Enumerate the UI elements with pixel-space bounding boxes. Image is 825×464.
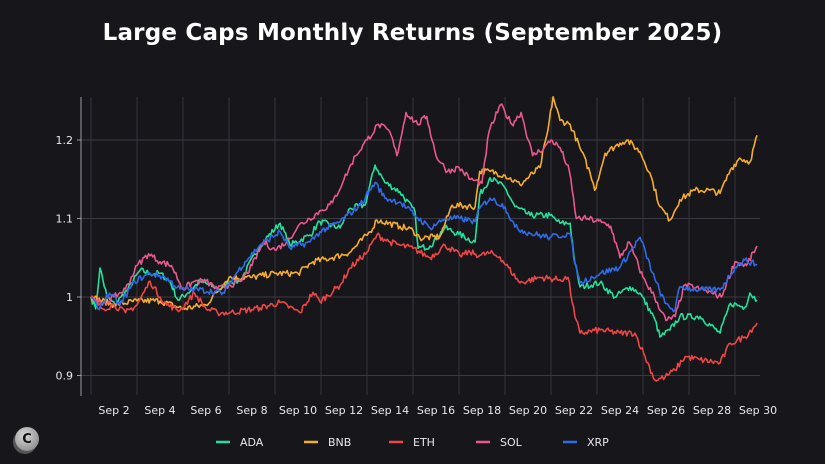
legend-label: ADA <box>240 436 264 449</box>
legend-label: BNB <box>328 436 351 449</box>
series-line-sol <box>90 103 758 322</box>
legend-item-bnb: BNB <box>304 436 351 449</box>
legend-item-eth: ETH <box>389 436 435 449</box>
x-tick-label: Sep 8 <box>236 404 267 417</box>
x-tick-label: Sep 30 <box>739 404 777 417</box>
y-tick-label: 1.1 <box>56 213 74 226</box>
x-tick-label: Sep 2 <box>98 404 129 417</box>
series-line-ada <box>90 164 758 338</box>
legend-label: SOL <box>500 436 523 449</box>
x-tick-label: Sep 22 <box>555 404 593 417</box>
x-tick-label: Sep 26 <box>647 404 685 417</box>
x-tick-label: Sep 14 <box>371 404 409 417</box>
legend-label: XRP <box>587 436 609 449</box>
series-line-xrp <box>90 181 758 313</box>
legend-item-ada: ADA <box>216 436 264 449</box>
x-tick-label: Sep 20 <box>509 404 547 417</box>
x-tick-label: Sep 18 <box>463 404 501 417</box>
series-line-eth <box>90 232 758 382</box>
x-tick-label: Sep 16 <box>417 404 455 417</box>
x-tick-label: Sep 28 <box>693 404 731 417</box>
x-tick-label: Sep 24 <box>601 404 639 417</box>
legend-label: ETH <box>413 436 435 449</box>
x-tick-label: Sep 4 <box>144 404 175 417</box>
x-tick-label: Sep 10 <box>279 404 317 417</box>
y-tick-label: 1 <box>66 291 73 304</box>
brand-logo: C <box>15 427 39 451</box>
series-line-bnb <box>90 96 758 311</box>
legend-item-xrp: XRP <box>563 436 609 449</box>
x-tick-label: Sep 12 <box>325 404 363 417</box>
y-tick-label: 0.9 <box>56 370 74 383</box>
x-tick-label: Sep 6 <box>190 404 221 417</box>
legend-item-sol: SOL <box>476 436 523 449</box>
y-tick-label: 1.2 <box>56 134 74 147</box>
chart-title: Large Caps Monthly Returns (September 20… <box>102 20 723 46</box>
